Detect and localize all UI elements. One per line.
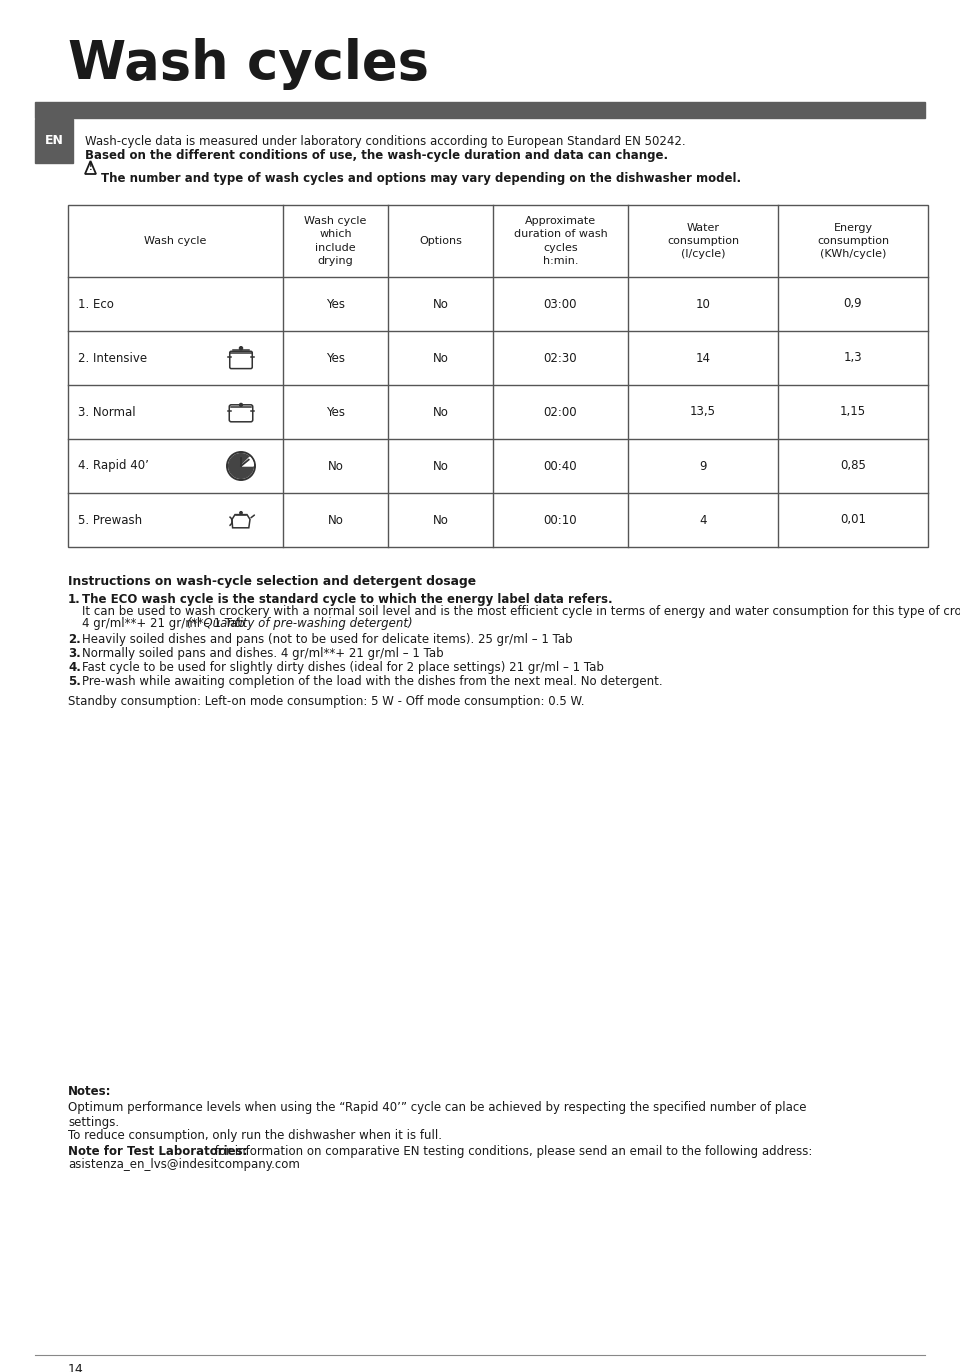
Text: No: No (433, 513, 448, 527)
Text: Normally soiled pans and dishes. 4 gr/ml**+ 21 gr/ml – 1 Tab: Normally soiled pans and dishes. 4 gr/ml… (82, 648, 444, 660)
Text: 3. Normal: 3. Normal (78, 406, 135, 418)
Text: !: ! (88, 163, 92, 173)
Text: Yes: Yes (326, 351, 345, 365)
Text: 00:10: 00:10 (543, 513, 577, 527)
Text: Energy
consumption
(KWh/cycle): Energy consumption (KWh/cycle) (817, 222, 889, 259)
Bar (68, 204, 928, 547)
Text: 1,15: 1,15 (840, 406, 866, 418)
Circle shape (239, 347, 243, 350)
Text: (**Quantity of pre-washing detergent): (**Quantity of pre-washing detergent) (187, 617, 413, 630)
Text: 0,01: 0,01 (840, 513, 866, 527)
Text: No: No (327, 513, 344, 527)
Text: 4 gr/ml**+ 21 gr/ml – 1 Tab: 4 gr/ml**+ 21 gr/ml – 1 Tab (82, 617, 249, 630)
Text: EN: EN (44, 134, 63, 148)
Circle shape (239, 403, 243, 406)
Text: Instructions on wash-cycle selection and detergent dosage: Instructions on wash-cycle selection and… (68, 575, 476, 589)
Text: Yes: Yes (326, 298, 345, 310)
Text: Water
consumption
(l/cycle): Water consumption (l/cycle) (667, 222, 739, 259)
Text: The ECO wash cycle is the standard cycle to which the energy label data refers.: The ECO wash cycle is the standard cycle… (82, 593, 612, 606)
Text: 13,5: 13,5 (690, 406, 716, 418)
Text: No: No (433, 351, 448, 365)
Text: No: No (433, 406, 448, 418)
Text: 02:30: 02:30 (543, 351, 577, 365)
Text: Yes: Yes (326, 406, 345, 418)
Text: asistenza_en_lvs@indesitcompany.com: asistenza_en_lvs@indesitcompany.com (68, 1158, 300, 1170)
Text: 03:00: 03:00 (543, 298, 577, 310)
Text: 2. Intensive: 2. Intensive (78, 351, 147, 365)
Wedge shape (228, 454, 253, 479)
Text: Heavily soiled dishes and pans (not to be used for delicate items). 25 gr/ml – 1: Heavily soiled dishes and pans (not to b… (82, 632, 572, 646)
Text: 02:00: 02:00 (543, 406, 577, 418)
Text: The number and type of wash cycles and options may vary depending on the dishwas: The number and type of wash cycles and o… (101, 172, 741, 185)
Text: 3.: 3. (68, 648, 81, 660)
Text: Standby consumption: Left-on mode consumption: 5 W - Off mode consumption: 0.5 W: Standby consumption: Left-on mode consum… (68, 696, 585, 708)
Text: Based on the different conditions of use, the wash-cycle duration and data can c: Based on the different conditions of use… (85, 150, 668, 162)
Text: Wash-cycle data is measured under laboratory conditions according to European St: Wash-cycle data is measured under labora… (85, 134, 685, 148)
Text: It can be used to wash crockery with a normal soil level and is the most efficie: It can be used to wash crockery with a n… (82, 605, 960, 617)
Text: 1,3: 1,3 (844, 351, 862, 365)
Text: 4.: 4. (68, 661, 81, 674)
Text: Optimum performance levels when using the “Rapid 40’” cycle can be achieved by r: Optimum performance levels when using th… (68, 1100, 806, 1129)
Text: Pre-wash while awaiting completion of the load with the dishes from the next mea: Pre-wash while awaiting completion of th… (82, 675, 662, 687)
Text: Options: Options (420, 236, 462, 246)
Text: Wash cycle: Wash cycle (144, 236, 206, 246)
Text: 5. Prewash: 5. Prewash (78, 513, 142, 527)
Text: Approximate
duration of wash
cycles
h:min.: Approximate duration of wash cycles h:mi… (514, 217, 608, 266)
Text: 1. Eco: 1. Eco (78, 298, 114, 310)
Text: Wash cycles: Wash cycles (68, 38, 429, 91)
Text: Wash cycle
which
include
drying: Wash cycle which include drying (304, 217, 367, 266)
Text: 4. Rapid 40’: 4. Rapid 40’ (78, 460, 149, 472)
Text: 14: 14 (695, 351, 710, 365)
Text: No: No (433, 460, 448, 472)
Text: 2.: 2. (68, 632, 81, 646)
Text: No: No (433, 298, 448, 310)
Bar (35, 102, 925, 118)
Text: 0,85: 0,85 (840, 460, 866, 472)
Wedge shape (241, 457, 253, 466)
Text: 1.: 1. (68, 593, 81, 606)
Text: 5.: 5. (68, 675, 81, 687)
Text: 9: 9 (699, 460, 707, 472)
Text: Note for Test Laboratories:: Note for Test Laboratories: (68, 1146, 248, 1158)
Text: Notes:: Notes: (68, 1085, 111, 1098)
Text: Fast cycle to be used for slightly dirty dishes (ideal for 2 place settings) 21 : Fast cycle to be used for slightly dirty… (82, 661, 604, 674)
Text: To reduce consumption, only run the dishwasher when it is full.: To reduce consumption, only run the dish… (68, 1129, 442, 1142)
Text: No: No (327, 460, 344, 472)
Circle shape (240, 512, 242, 514)
Text: 4: 4 (699, 513, 707, 527)
Text: 0,9: 0,9 (844, 298, 862, 310)
Text: 14: 14 (68, 1362, 84, 1372)
Bar (35, 119, 73, 163)
Text: for information on comparative EN testing conditions, please send an email to th: for information on comparative EN testin… (211, 1146, 812, 1158)
Text: 10: 10 (696, 298, 710, 310)
Text: 00:40: 00:40 (543, 460, 577, 472)
